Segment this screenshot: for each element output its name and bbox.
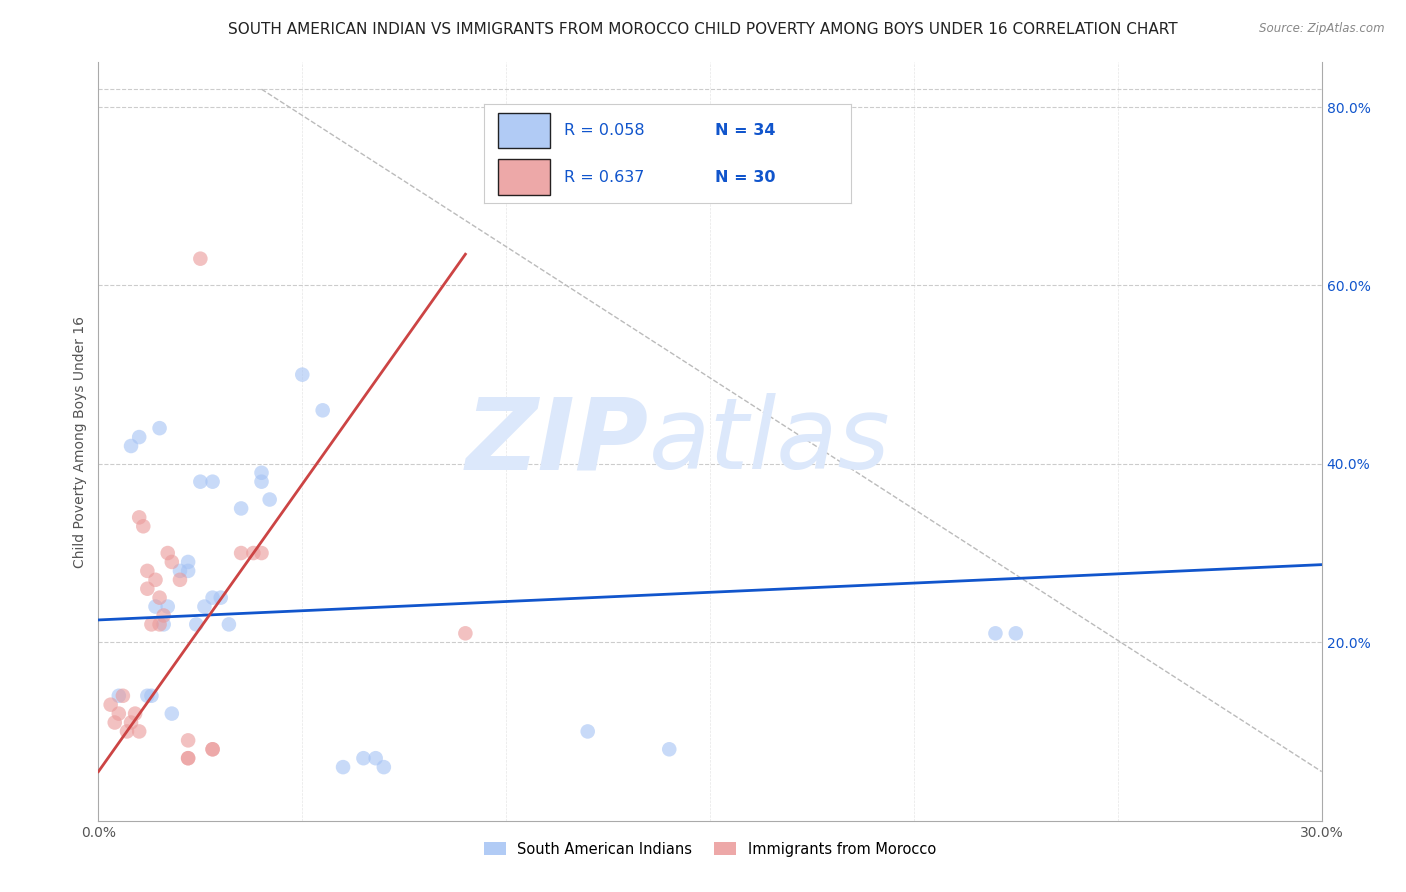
Point — [136, 582, 159, 596]
Point — [984, 626, 1007, 640]
Point — [658, 742, 681, 756]
Point — [104, 715, 127, 730]
Point — [152, 608, 174, 623]
Point — [160, 706, 183, 721]
Point — [201, 475, 224, 489]
Text: atlas: atlas — [648, 393, 890, 490]
Point — [576, 724, 599, 739]
Legend: South American Indians, Immigrants from Morocco: South American Indians, Immigrants from … — [478, 836, 942, 863]
Point — [312, 403, 335, 417]
Point — [177, 564, 200, 578]
Point — [124, 706, 146, 721]
Text: ZIP: ZIP — [465, 393, 648, 490]
Point — [250, 475, 273, 489]
Point — [352, 751, 374, 765]
Y-axis label: Child Poverty Among Boys Under 16: Child Poverty Among Boys Under 16 — [73, 316, 87, 567]
Point — [145, 599, 167, 614]
Point — [332, 760, 354, 774]
Point — [128, 724, 150, 739]
Point — [108, 706, 131, 721]
Point — [169, 573, 191, 587]
Point — [120, 715, 142, 730]
Point — [193, 599, 215, 614]
Point — [188, 252, 212, 266]
Point — [177, 751, 200, 765]
Text: SOUTH AMERICAN INDIAN VS IMMIGRANTS FROM MOROCCO CHILD POVERTY AMONG BOYS UNDER : SOUTH AMERICAN INDIAN VS IMMIGRANTS FROM… — [228, 22, 1178, 37]
Point — [128, 430, 150, 444]
Point — [259, 492, 281, 507]
Point — [141, 689, 163, 703]
Point — [115, 724, 138, 739]
Point — [152, 617, 174, 632]
Point — [250, 546, 273, 560]
Point — [149, 421, 172, 435]
Point — [128, 510, 150, 524]
Point — [169, 564, 191, 578]
Point — [454, 626, 477, 640]
Point — [136, 564, 159, 578]
Point — [149, 617, 172, 632]
Point — [1004, 626, 1026, 640]
Point — [177, 733, 200, 747]
Point — [145, 573, 167, 587]
Point — [201, 742, 224, 756]
Point — [231, 501, 253, 516]
Point — [201, 742, 224, 756]
Point — [136, 689, 159, 703]
Point — [177, 751, 200, 765]
Point — [160, 555, 183, 569]
Point — [242, 546, 264, 560]
Point — [364, 751, 387, 765]
Point — [218, 617, 240, 632]
Point — [156, 599, 179, 614]
Text: Source: ZipAtlas.com: Source: ZipAtlas.com — [1260, 22, 1385, 36]
Point — [132, 519, 155, 533]
Point — [188, 475, 212, 489]
Point — [141, 617, 163, 632]
Point — [209, 591, 232, 605]
Point — [108, 689, 131, 703]
Point — [149, 591, 172, 605]
Point — [111, 689, 134, 703]
Point — [100, 698, 122, 712]
Point — [177, 555, 200, 569]
Point — [250, 466, 273, 480]
Point — [156, 546, 179, 560]
Point — [120, 439, 142, 453]
Point — [231, 546, 253, 560]
Point — [373, 760, 395, 774]
Point — [291, 368, 314, 382]
Point — [186, 617, 208, 632]
Point — [201, 591, 224, 605]
